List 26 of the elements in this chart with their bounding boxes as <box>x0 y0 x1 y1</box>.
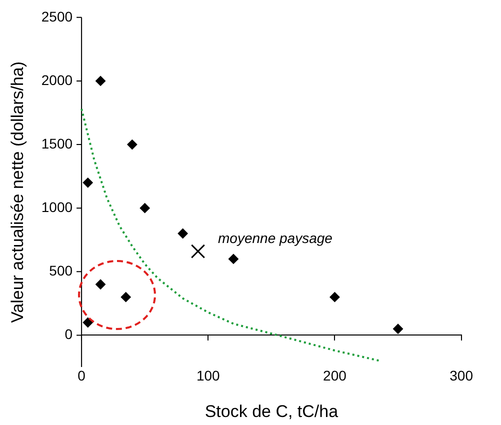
y-tick-label: 1500 <box>41 135 73 152</box>
point <box>96 279 106 290</box>
point <box>190 244 206 258</box>
y-tick-label: 0 <box>64 326 73 342</box>
point <box>82 178 93 188</box>
x-axis-title: Stock de C, tC/ha <box>204 402 339 422</box>
annotation: moyenne paysage <box>218 230 333 246</box>
y-tick-label: 1000 <box>41 198 73 215</box>
y-tick-label: 2000 <box>41 72 73 88</box>
point <box>82 318 93 328</box>
point <box>96 76 106 86</box>
point <box>393 324 404 334</box>
point <box>228 254 238 264</box>
y-tick-label: 500 <box>49 262 73 279</box>
point <box>120 292 131 302</box>
point <box>140 203 150 214</box>
line-series <box>80 108 380 362</box>
x-tick-label: 200 <box>323 367 347 384</box>
y-axis-title: Valeur actualisée nette (dollars/ha) <box>8 61 27 323</box>
point <box>330 292 340 302</box>
x-tick-label: 100 <box>196 367 220 384</box>
y-tick-label: 2500 <box>41 8 73 24</box>
x-tick-label: 0 <box>78 367 86 384</box>
x-tick-label: 300 <box>450 367 474 384</box>
point <box>178 228 188 239</box>
point <box>127 140 138 150</box>
